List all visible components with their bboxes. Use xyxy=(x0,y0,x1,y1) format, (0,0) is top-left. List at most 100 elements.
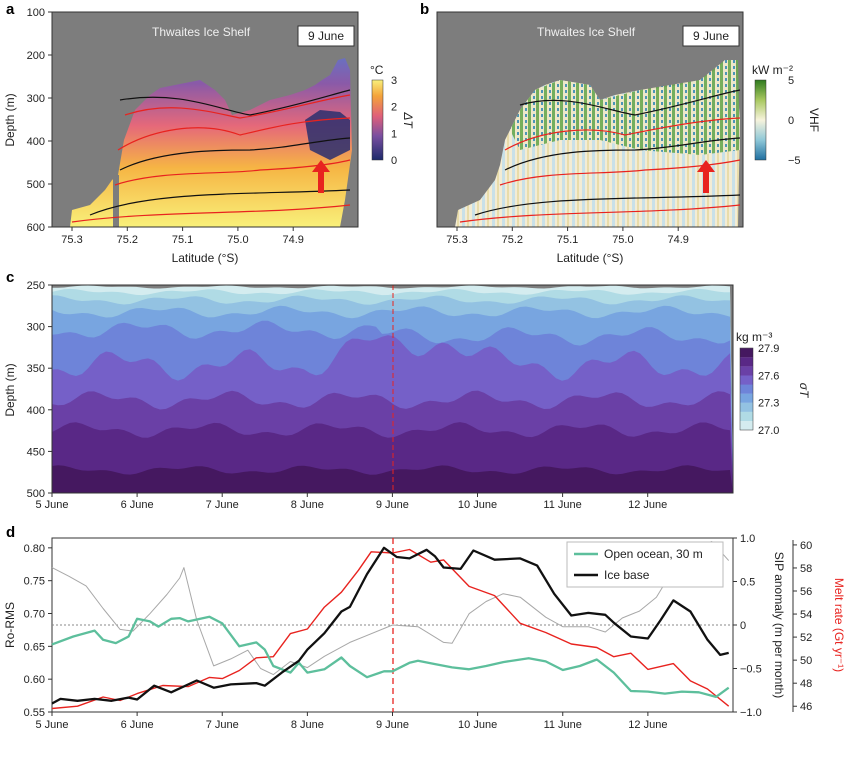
panel-label-d: d xyxy=(6,524,15,541)
panel-c-colorbar-label: σT xyxy=(797,383,811,399)
colorbar-tick-label: 0 xyxy=(788,115,794,127)
x-tick-label: 74.9 xyxy=(667,234,688,246)
colorbar-tick-label: 1 xyxy=(391,128,397,140)
panel-a: Thwaites Ice Shelf 9 June 75.3 75.2 75.1 75… xyxy=(3,7,415,265)
y-right-tick-label: 0.5 xyxy=(740,577,755,589)
melt-tick-label: 50 xyxy=(800,655,812,667)
series-line-right2 xyxy=(51,548,730,710)
y-axis-label: Depth (m) xyxy=(3,93,17,146)
panel-b-colorbar-label: VHF xyxy=(807,108,821,132)
colorbar-tick-label: 27.3 xyxy=(758,398,779,410)
panel-label-c: c xyxy=(6,269,14,286)
x-tick-label: 12 June xyxy=(628,499,667,511)
y-left-tick-label: 0.60 xyxy=(24,674,45,686)
colorbar-tick-label: 27.9 xyxy=(758,343,779,355)
colorbar-tick-label: 27.0 xyxy=(758,425,779,437)
x-axis-label: Latitude (°S) xyxy=(557,251,624,265)
y-tick-label: 200 xyxy=(27,50,45,62)
x-tick-label: 9 June xyxy=(376,499,409,511)
x-axis-label: Latitude (°S) xyxy=(172,251,239,265)
series-line-ice-base xyxy=(51,546,729,705)
y-left-tick-label: 0.80 xyxy=(24,543,45,555)
colorbar-segment xyxy=(740,348,753,358)
colorbar-tick-label: 27.6 xyxy=(758,370,779,382)
panel-c-colorbar-unit: kg m⁻³ xyxy=(736,330,772,344)
melt-tick-label: 46 xyxy=(800,701,812,713)
x-tick-label: 75.3 xyxy=(61,234,82,246)
melt-tick-label: 54 xyxy=(800,609,812,621)
melt-tick-label: 48 xyxy=(800,678,812,690)
x-tick-label: 74.9 xyxy=(282,234,303,246)
panel-a-colorbar xyxy=(371,79,384,161)
y-tick-label: 300 xyxy=(27,322,45,334)
x-tick-label: 7 June xyxy=(206,499,239,511)
x-tick-label: 9 June xyxy=(376,719,409,731)
x-tick-label: 11 June xyxy=(543,499,581,511)
x-tick-label: 5 June xyxy=(35,719,68,731)
colorbar-segment xyxy=(740,357,753,367)
x-tick-label: 6 June xyxy=(121,719,154,731)
y-left-tick-label: 0.75 xyxy=(24,576,45,588)
x-tick-label: 75.0 xyxy=(227,234,248,246)
colorbar-segment xyxy=(740,384,753,394)
x-tick-label: 75.1 xyxy=(557,234,578,246)
legend: Open ocean, 30 m Ice base xyxy=(566,541,724,588)
x-tick-label: 75.1 xyxy=(172,234,193,246)
panel-b: Thwaites Ice Shelf 9 June 75.3 75.2 75.1 75… xyxy=(436,11,821,265)
melt-tick-label: 52 xyxy=(800,632,812,644)
y-tick-label: 400 xyxy=(27,136,45,148)
panel-a-colorbar-label: ΔT xyxy=(401,111,415,129)
panel-d: 5 June 6 June 7 June 8 June 9 June 10 June 11 … xyxy=(3,533,846,731)
x-tick-label: 5 June xyxy=(35,499,68,511)
panel-label-b: b xyxy=(420,1,429,18)
y-tick-label: 500 xyxy=(27,488,45,500)
melt-tick-label: 58 xyxy=(800,563,812,575)
series-line-right1 xyxy=(51,541,730,676)
sip-axis-label: SIP anomaly (m per month) xyxy=(772,552,786,699)
x-tick-label: 75.2 xyxy=(117,234,138,246)
panel-a-title: Thwaites Ice Shelf xyxy=(152,25,251,39)
y-left-tick-label: 0.65 xyxy=(24,641,45,653)
panel-c: 250 300 350 400 450 500 Depth (m) 5 June 6 June 7… xyxy=(3,280,811,511)
x-tick-label: 8 June xyxy=(291,499,324,511)
panel-a-colorbar-unit: °C xyxy=(370,63,384,77)
melt-tick-label: 56 xyxy=(800,586,812,598)
panel-b-title: Thwaites Ice Shelf xyxy=(537,25,636,39)
y-tick-label: 100 xyxy=(27,7,45,19)
y-left-axis-label: Ro-RMS xyxy=(3,602,17,648)
panel-b-date-box xyxy=(682,25,740,47)
panel-c-colorbar xyxy=(739,347,754,431)
colorbar-segment xyxy=(740,411,753,421)
y-tick-label: 600 xyxy=(27,222,45,234)
series-line-open-ocean-30-m xyxy=(51,615,730,699)
panel-a-date: 9 June xyxy=(308,29,344,43)
colorbar-segment xyxy=(740,366,753,376)
panel-b-date: 9 June xyxy=(693,29,729,43)
melt-tick-label: 60 xyxy=(800,540,812,552)
panel-b-colorbar xyxy=(754,79,767,161)
panel-a-date-box xyxy=(297,25,355,47)
y-right-tick-label: −1.0 xyxy=(740,707,762,719)
y-tick-label: 250 xyxy=(27,280,45,292)
y-right-tick-label: 0 xyxy=(740,620,746,632)
x-tick-label: 12 June xyxy=(628,719,667,731)
x-tick-label: 75.3 xyxy=(446,234,467,246)
colorbar-segment xyxy=(740,420,753,431)
x-tick-label: 11 June xyxy=(544,719,582,731)
y-right-tick-label: 1.0 xyxy=(740,533,755,545)
y-left-tick-label: 0.70 xyxy=(24,609,45,621)
panel-a-temperature-field xyxy=(70,58,352,227)
colorbar-segment xyxy=(740,393,753,403)
legend-ice-base: Ice base xyxy=(604,568,650,582)
panel-b-red-arrow xyxy=(697,160,715,193)
panel-b-colorbar-unit: kW m⁻² xyxy=(752,63,793,77)
x-tick-label: 8 June xyxy=(291,719,324,731)
y-axis-label: Depth (m) xyxy=(3,363,17,416)
panel-a-red-arrow xyxy=(312,160,330,193)
panel-b-contours xyxy=(459,89,741,223)
colorbar-tick-label: −5 xyxy=(788,155,801,167)
y-tick-label: 400 xyxy=(27,405,45,417)
colorbar-tick-label: 5 xyxy=(788,75,794,87)
legend-open-ocean: Open ocean, 30 m xyxy=(604,547,703,561)
